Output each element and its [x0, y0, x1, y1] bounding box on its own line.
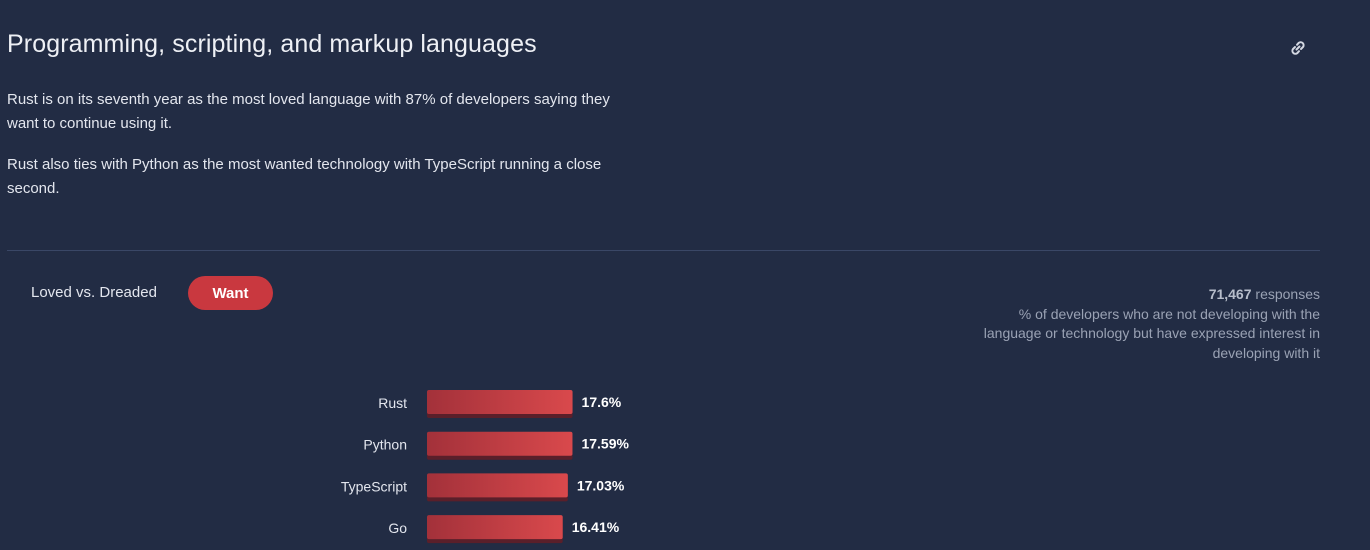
link-icon[interactable] [1286, 36, 1310, 60]
chain-link-icon [1291, 41, 1305, 55]
category-label: TypeScript [341, 478, 407, 494]
category-label: Python [363, 437, 407, 453]
tab-want[interactable]: Want [188, 276, 273, 310]
bar[interactable] [427, 390, 573, 414]
value-label: 17.6% [582, 394, 622, 410]
chart-description: % of developers who are not developing w… [983, 305, 1320, 361]
bar-chart: Rust 17.6% Python 17.59% TypeScript 17.03% Go 1… [341, 390, 630, 544]
category-label: Rust [378, 395, 407, 411]
value-label: 16.41% [572, 519, 620, 535]
intro-paragraph: Rust is on its seventh year as the most … [7, 91, 610, 132]
intro-paragraph: Rust also ties with Python as the most w… [7, 156, 602, 197]
category-label: Go [388, 520, 407, 536]
intro-text: Rust is on its seventh year as the most … [7, 88, 617, 218]
bar[interactable] [427, 431, 573, 456]
responses-word: responses [1255, 286, 1320, 302]
page-title: Programming, scripting, and markup langu… [7, 30, 537, 58]
tab-loved-vs-dreaded[interactable]: Loved vs. Dreaded [31, 284, 157, 301]
value-label: 17.03% [577, 477, 625, 493]
value-label: 17.59% [581, 436, 629, 452]
bar[interactable] [427, 515, 563, 540]
responses-info: 71,467 responses % of developers who are… [960, 285, 1320, 363]
bar[interactable] [427, 473, 568, 498]
responses-count: 71,467 [1208, 286, 1252, 302]
section-divider [7, 250, 1320, 251]
